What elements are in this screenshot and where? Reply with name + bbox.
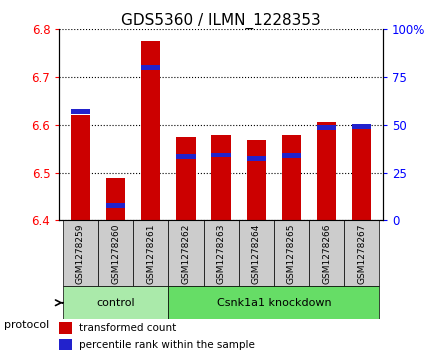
Text: Csnk1a1 knockdown: Csnk1a1 knockdown: [216, 298, 331, 308]
Bar: [246, 140, 266, 220]
Bar: [176, 154, 196, 159]
Bar: [282, 135, 301, 220]
Bar: [98, 220, 133, 286]
Text: GSM1278263: GSM1278263: [216, 223, 226, 284]
Bar: [309, 220, 344, 286]
Bar: [106, 178, 125, 220]
Bar: [71, 109, 90, 114]
Bar: [352, 124, 371, 129]
Bar: [274, 220, 309, 286]
Text: percentile rank within the sample: percentile rank within the sample: [79, 340, 255, 350]
Bar: [169, 220, 204, 286]
Bar: [59, 339, 72, 350]
Bar: [133, 220, 169, 286]
Text: GSM1278264: GSM1278264: [252, 223, 261, 284]
Bar: [169, 286, 379, 319]
Bar: [141, 41, 161, 220]
Bar: [212, 152, 231, 157]
Bar: [317, 122, 336, 220]
Bar: [59, 322, 72, 334]
Bar: [317, 125, 336, 130]
Bar: [282, 153, 301, 158]
Text: GSM1278260: GSM1278260: [111, 223, 120, 284]
Text: protocol: protocol: [4, 320, 50, 330]
Text: control: control: [96, 298, 135, 308]
Bar: [352, 124, 371, 220]
Text: GSM1278265: GSM1278265: [287, 223, 296, 284]
Bar: [71, 115, 90, 220]
Text: GSM1278259: GSM1278259: [76, 223, 85, 284]
Bar: [106, 203, 125, 208]
Bar: [238, 220, 274, 286]
Bar: [246, 156, 266, 161]
Text: GSM1278266: GSM1278266: [322, 223, 331, 284]
Text: GSM1278262: GSM1278262: [181, 223, 191, 284]
Bar: [344, 220, 379, 286]
Bar: [63, 286, 169, 319]
Title: GDS5360 / ILMN_1228353: GDS5360 / ILMN_1228353: [121, 13, 321, 29]
Text: GSM1278261: GSM1278261: [146, 223, 155, 284]
Bar: [176, 137, 196, 220]
Bar: [212, 135, 231, 220]
Bar: [63, 220, 98, 286]
Bar: [141, 65, 161, 70]
Text: GSM1278267: GSM1278267: [357, 223, 366, 284]
Text: transformed count: transformed count: [79, 323, 176, 334]
Bar: [204, 220, 238, 286]
